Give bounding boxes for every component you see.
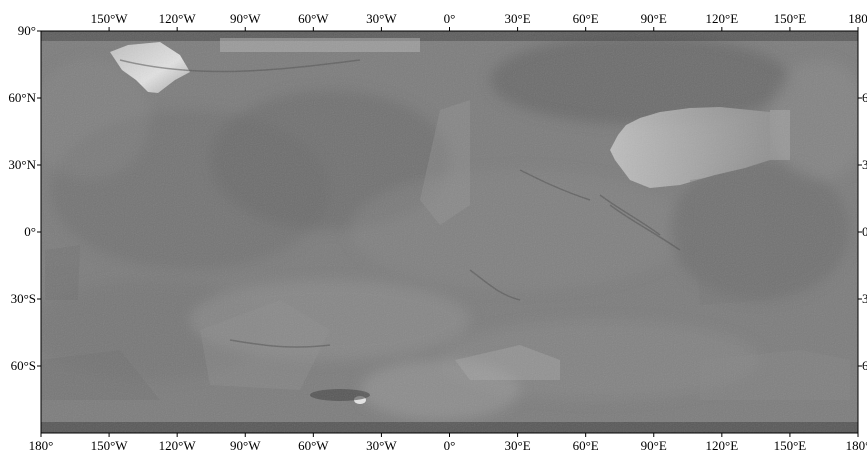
map-grain	[41, 31, 858, 433]
top-lon-tick-label: 180	[848, 11, 867, 26]
top-lon-tick-label: 30°W	[366, 11, 397, 26]
bottom-lon-tick-label: 90°W	[230, 438, 261, 453]
top-lon-tick-label: 30°E	[505, 11, 531, 26]
top-lon-tick-label: 0°	[444, 11, 456, 26]
right-lat-tick-label: 6	[862, 358, 867, 373]
top-lon-tick-label: 60°W	[298, 11, 329, 26]
map-image	[41, 31, 858, 433]
top-lon-tick-label: 120°E	[706, 11, 739, 26]
bottom-lon-tick-label: 150°W	[91, 438, 129, 453]
bottom-lon-tick-label: 60°E	[573, 438, 599, 453]
right-lat-tick-label: 0	[862, 224, 867, 239]
top-lon-tick-label: 150°W	[91, 11, 129, 26]
top-lon-tick-label: 90°W	[230, 11, 261, 26]
right-lat-tick-label: 6	[862, 90, 867, 105]
top-lon-ticks: 150°W 120°W 90°W 60°W 30°W 0° 30°E 60°E 90°E 120°…	[91, 11, 867, 31]
left-lat-tick-label: 90°	[18, 23, 36, 38]
bottom-lon-ticks: 180° 150°W 120°W 90°W 60°W 30°W 0° 30°E 60°E 90°E…	[29, 433, 867, 453]
right-lat-tick-label: 3	[862, 291, 867, 306]
left-lat-ticks: 90° 60°N 30°N 0° 30°S 60°S	[8, 23, 41, 373]
left-lat-tick-label: 30°N	[8, 157, 36, 172]
bottom-lon-tick-label: 0°	[444, 438, 456, 453]
right-lat-ticks: 6 3 0 3 6	[858, 90, 867, 373]
bottom-lon-tick-label: 180°	[846, 438, 867, 453]
top-lon-tick-label: 60°E	[573, 11, 599, 26]
left-lat-tick-label: 0°	[24, 224, 36, 239]
top-lon-tick-label: 90°E	[641, 11, 667, 26]
bottom-lon-tick-label: 90°E	[641, 438, 667, 453]
top-lon-tick-label: 120°W	[159, 11, 197, 26]
bottom-lon-tick-label: 30°E	[505, 438, 531, 453]
left-lat-tick-label: 30°S	[11, 291, 36, 306]
left-lat-tick-label: 60°S	[11, 358, 36, 373]
bottom-lon-tick-label: 30°W	[366, 438, 397, 453]
bottom-lon-tick-label: 120°E	[706, 438, 739, 453]
bottom-lon-tick-label: 180°	[29, 438, 54, 453]
bottom-lon-tick-label: 120°W	[159, 438, 197, 453]
bottom-lon-tick-label: 60°W	[298, 438, 329, 453]
right-lat-tick-label: 3	[862, 157, 867, 172]
bottom-lon-tick-label: 150°E	[774, 438, 807, 453]
left-lat-tick-label: 60°N	[8, 90, 36, 105]
top-lon-tick-label: 150°E	[774, 11, 807, 26]
